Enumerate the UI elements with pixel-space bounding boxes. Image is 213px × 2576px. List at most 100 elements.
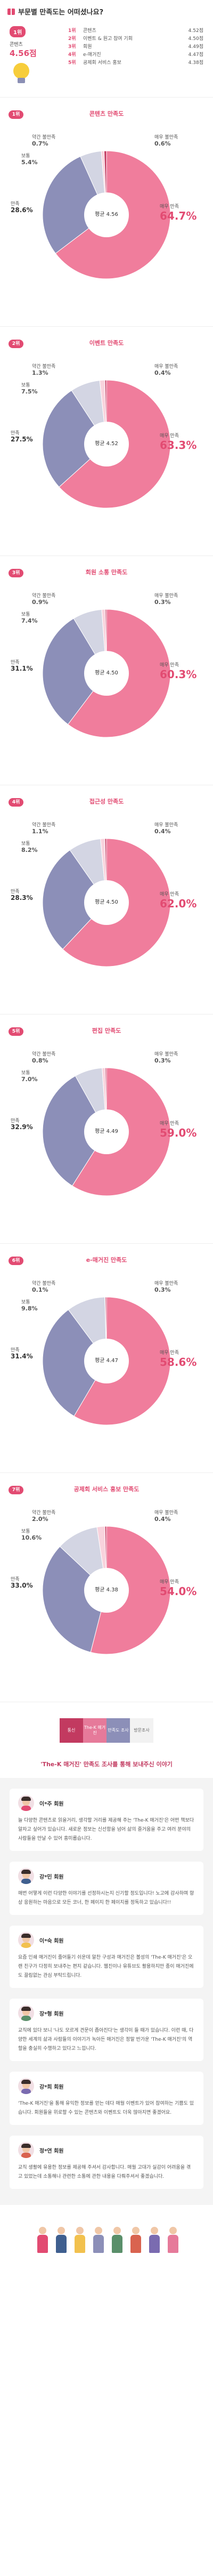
rank-value: 4.50점 — [188, 36, 203, 42]
ranking-row: 3위 회원 4.49점 — [68, 42, 203, 50]
ranking-list: 1위 콘텐츠 4.52점 2위 이벤트 & 원고 참여 기회 4.50점 3위 … — [68, 26, 203, 86]
ranking-summary: 1위 콘텐츠 4.56점 1위 콘텐츠 4.52점 2위 이벤트 & 원고 참여… — [0, 21, 213, 98]
slice-category: 만족 — [11, 889, 20, 895]
legend-item: 방문조사 — [130, 1718, 153, 1743]
slice-label: 매우 불만족 0.3% — [154, 1052, 178, 1064]
legend-item: The-K 매거진 — [83, 1718, 106, 1743]
legend-item: 통신 — [60, 1718, 83, 1743]
avatar — [18, 2078, 34, 2094]
chart-rank-badge: 4위 — [9, 798, 23, 807]
slice-label: 만족 31.4% — [11, 1348, 33, 1359]
survey-page: 부문별 만족도는 어떠셨나요? 1위 콘텐츠 4.56점 1위 콘텐츠 4.52… — [0, 8, 213, 2264]
slice-label: 매우 만족 63.3% — [160, 433, 196, 451]
slice-percent: 0.1% — [32, 1286, 48, 1293]
slice-label: 매우 불만족 0.3% — [154, 593, 178, 605]
slice-category: 만족 — [11, 1118, 20, 1124]
pie-chart: 평균 4.50 매우 만족 62.0% 만족 28.3% 보통 8.2% 약간 불만족 1.1%… — [0, 812, 213, 1009]
slice-percent: 0.4% — [154, 369, 171, 376]
book-icon — [7, 8, 15, 15]
pie-chart: 평균 4.47 매우 만족 58.6% 만족 31.4% 보통 9.8% 약간 불만족 0.1%… — [0, 1270, 213, 1468]
chart-rank-badge: 2위 — [9, 340, 23, 348]
chart-rank-badge: 1위 — [9, 110, 23, 119]
slice-percent: 0.4% — [154, 828, 171, 835]
pie-svg — [42, 1526, 171, 1655]
slice-category: 보통 — [21, 1529, 30, 1534]
slice-label: 매우 만족 62.0% — [160, 892, 196, 909]
ranking-row: 4위 e-매거진 4.47점 — [68, 50, 203, 58]
rank-value: 4.47점 — [188, 52, 203, 58]
avatar — [18, 1868, 34, 1884]
slice-label: 만족 28.3% — [11, 889, 33, 901]
slice-category: 보통 — [21, 1300, 30, 1305]
review-author: 이*주 회원 — [39, 1801, 64, 1807]
slice-label: 보통 5.4% — [21, 154, 38, 165]
pie-chart: 평균 4.49 매우 만족 59.0% 만족 32.9% 보통 7.0% 약간 불만족 0.8%… — [0, 1041, 213, 1238]
rank-num: 3위 — [68, 44, 76, 50]
person-figure — [56, 2227, 67, 2253]
slice-category: 보통 — [21, 1070, 30, 1076]
rank-name: 이벤트 & 원고 참여 기회 — [83, 36, 133, 42]
chart-title: 편집 만족도 — [92, 1027, 121, 1034]
avatar — [18, 2005, 34, 2021]
review-text: 매번 어떻게 이런 다양한 이야기를 선정하시는지 신기할 정도입니다! 노고에… — [18, 1891, 194, 1905]
slice-percent: 32.9% — [11, 1123, 33, 1131]
slice-label: 매우 불만족 0.6% — [154, 135, 178, 147]
avatar — [18, 1795, 34, 1811]
slice-category: 약간 불만족 — [32, 593, 56, 599]
slice-percent: 28.3% — [11, 894, 33, 901]
slice-percent: 1.1% — [32, 828, 48, 835]
chart-rank-badge: 7위 — [9, 1486, 23, 1494]
review-text: 교직 생활에 유용한 정보를 제공해 주셔서 감사합니다. 매월 고대가 실감이… — [18, 2165, 191, 2179]
avatar — [18, 1932, 34, 1948]
slice-label: 약간 불만족 1.3% — [32, 364, 55, 376]
chart-title: e-매거진 만족도 — [86, 1257, 127, 1263]
slice-label: 매우 불만족 0.4% — [154, 823, 178, 834]
slice-percent: 0.4% — [154, 1516, 171, 1523]
slice-category: 약간 불만족 — [32, 1281, 56, 1286]
review-author: 강*희 회원 — [39, 2084, 64, 2090]
person-figure — [149, 2227, 160, 2253]
chart-title: 콘텐츠 만족도 — [89, 110, 124, 117]
slice-category: 매우 불만족 — [154, 593, 178, 599]
slice-label: 보통 9.8% — [21, 1300, 38, 1311]
satisfaction-chart-section: 2위 이벤트 만족도 평균 4.52 매우 만족 63.3% 만족 27.5% 보통 7.5% 약… — [0, 327, 213, 556]
satisfaction-chart-section: 7위 공제회 서비스 홍보 만족도 평균 4.38 매우 만족 54.0% 만족 33.0%… — [0, 1473, 213, 1702]
review-card: 이*숙 회원 요즘 인쇄 매거진이 줄어들기 쉬운데 알찬 구성과 매거진은 볼… — [10, 1926, 203, 1988]
pie-slice — [42, 1546, 107, 1653]
slice-percent: 0.3% — [154, 1057, 171, 1064]
slice-category: 보통 — [21, 154, 30, 159]
review-card: 장*형 회원 교직에 있다 보니 '나도 모르게 견문이 좁아진다'는 생각이 … — [10, 1999, 203, 2061]
slice-category: 약간 불만족 — [32, 1510, 56, 1516]
slice-percent: 5.4% — [21, 159, 38, 166]
review-author: 정*연 회원 — [39, 2148, 64, 2154]
slice-percent: 64.7% — [160, 210, 197, 222]
person-figure — [112, 2227, 122, 2253]
slice-label: 약간 불만족 0.8% — [32, 1052, 55, 1064]
rank-num: 2위 — [68, 36, 76, 42]
slice-label: 보통 10.6% — [21, 1529, 42, 1541]
ranking-top: 1위 콘텐츠 4.56점 — [10, 26, 68, 86]
slice-category: 만족 — [11, 1348, 20, 1353]
slice-percent: 0.9% — [32, 599, 48, 606]
pie-chart: 평균 4.38 매우 만족 54.0% 만족 33.0% 보통 10.6% 약간 불만족 2.0… — [0, 1500, 213, 1697]
review-text: 늘 다양한 콘텐츠로 읽을거리, 생각할 거리를 제공해 주는 'The-K 매… — [18, 1818, 194, 1841]
lightbulb-icon — [10, 63, 33, 86]
pie-chart: 평균 4.52 매우 만족 63.3% 만족 27.5% 보통 7.5% 약간 불만족 1.3%… — [0, 353, 213, 551]
slice-category: 약간 불만족 — [32, 135, 56, 140]
rank-num: 5위 — [68, 60, 76, 66]
slice-percent: 7.4% — [21, 617, 38, 624]
rank-top-value: 4.56점 — [10, 49, 37, 58]
chart-rank-badge: 6위 — [9, 1257, 23, 1265]
pie-slice — [42, 390, 107, 488]
rank-name: 콘텐츠 — [83, 28, 96, 34]
slice-label: 보통 7.4% — [21, 612, 38, 624]
people-illustration — [0, 2205, 213, 2264]
slice-label: 매우 만족 54.0% — [160, 1580, 196, 1597]
slice-label: 매우 만족 64.7% — [160, 204, 196, 222]
slice-percent: 31.4% — [11, 1353, 33, 1360]
review-text: 교직에 있다 보니 '나도 모르게 견문이 좁아진다'는 생각이 들 때가 있습… — [18, 2028, 194, 2051]
slice-label: 보통 8.2% — [21, 841, 38, 853]
slice-percent: 0.8% — [32, 1057, 48, 1064]
satisfaction-chart-section: 6위 e-매거진 만족도 평균 4.47 매우 만족 58.6% 만족 31.4% 보통 9.8… — [0, 1244, 213, 1473]
satisfaction-chart-section: 5위 편집 만족도 평균 4.49 매우 만족 59.0% 만족 32.9% 보통 7.0% 약간… — [0, 1015, 213, 1244]
